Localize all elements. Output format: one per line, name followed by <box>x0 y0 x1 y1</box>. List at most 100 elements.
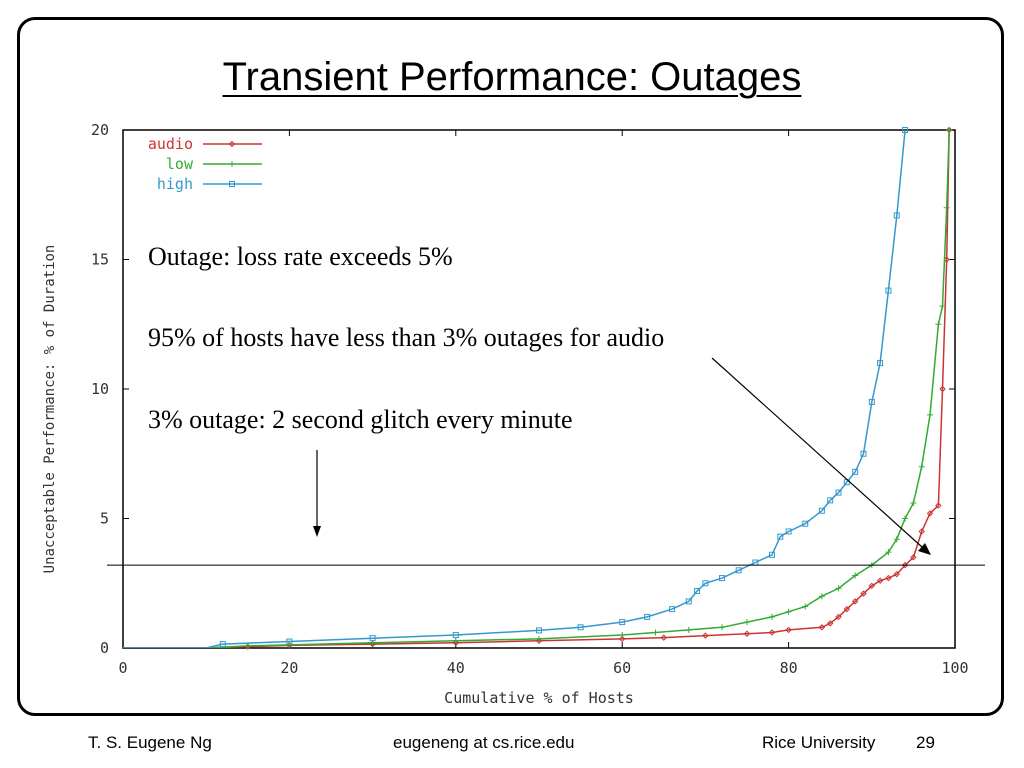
data-point-audio <box>618 635 626 643</box>
data-point-high <box>893 212 900 219</box>
x-tick-label: 20 <box>280 659 298 677</box>
x-tick-label: 80 <box>780 659 798 677</box>
y-tick-label: 15 <box>91 251 109 269</box>
arrowhead-down <box>313 526 321 537</box>
legend-marker-low <box>229 161 235 167</box>
y-axis-label: Unacceptable Performance: % of Duration <box>42 245 58 574</box>
data-point-low <box>885 549 892 556</box>
data-point-low <box>918 463 925 470</box>
data-point-audio <box>935 502 942 509</box>
annotation-glitch: 3% outage: 2 second glitch every minute <box>148 405 573 434</box>
data-point-low <box>744 619 750 626</box>
series-line-high <box>123 130 906 648</box>
arrow-diagonal-line <box>711 357 923 548</box>
data-point-audio <box>826 620 834 627</box>
data-point-low <box>946 127 953 133</box>
slide-title: Transient Performance: Outages <box>222 55 802 99</box>
y-tick-label: 5 <box>100 510 109 528</box>
data-point-high <box>644 613 651 620</box>
data-point-audio <box>860 590 867 597</box>
data-point-low <box>619 632 626 639</box>
data-point-high <box>877 360 884 367</box>
legend-marker-high <box>229 181 235 187</box>
data-point-high <box>835 489 842 496</box>
data-point-high <box>785 528 792 535</box>
legend-label-low: low <box>166 155 194 173</box>
data-point-audio <box>660 634 668 641</box>
data-point-low <box>943 204 950 211</box>
data-point-audio <box>868 582 876 590</box>
data-point-low <box>286 641 293 648</box>
data-point-audio <box>926 510 934 517</box>
data-point-audio <box>452 639 460 647</box>
x-tick-label: 100 <box>941 659 968 677</box>
data-point-low <box>452 637 459 644</box>
footer-affiliation: Rice University <box>762 733 876 752</box>
footer-page-number: 29 <box>916 733 935 752</box>
data-point-low <box>785 608 792 615</box>
plot-area <box>122 129 956 649</box>
data-point-high <box>619 619 626 626</box>
data-point-audio <box>535 637 543 644</box>
data-point-high <box>802 520 809 527</box>
slide-frame <box>17 17 1004 716</box>
data-point-audio <box>843 605 851 613</box>
data-point-audio <box>818 624 826 631</box>
legend-label-high: high <box>157 175 193 193</box>
footer-author: T. S. Eugene Ng <box>88 733 212 752</box>
data-point-low <box>902 515 909 522</box>
x-tick-label: 40 <box>447 659 465 677</box>
data-point-low <box>835 585 842 592</box>
data-point-high <box>852 468 859 475</box>
data-point-low <box>910 499 917 506</box>
data-point-audio <box>876 577 884 584</box>
data-point-low <box>244 642 251 649</box>
x-axis-label: Cumulative % of Hosts <box>444 689 634 707</box>
data-point-audio <box>893 570 900 578</box>
data-point-audio <box>885 574 892 582</box>
data-point-audio <box>743 630 751 637</box>
data-point-low <box>935 321 942 328</box>
data-point-low <box>852 572 859 579</box>
data-point-high <box>694 588 701 595</box>
annotation-outage-definition: Outage: loss rate exceeds 5% <box>148 242 453 271</box>
data-point-audio <box>910 554 917 561</box>
data-point-high <box>536 627 542 634</box>
y-tick-label: 0 <box>100 639 109 657</box>
data-point-audio <box>901 561 909 569</box>
data-point-audio <box>939 385 946 393</box>
data-point-high <box>219 641 226 648</box>
data-point-high <box>860 450 867 457</box>
data-point-high <box>902 127 909 133</box>
series-line-low <box>123 130 950 648</box>
data-point-high <box>735 567 742 574</box>
series-line-audio <box>123 130 950 648</box>
y-tick-label: 10 <box>91 380 109 398</box>
x-tick-label: 0 <box>118 659 127 677</box>
data-point-audio <box>851 598 859 605</box>
data-point-low <box>927 411 934 418</box>
data-point-low <box>893 536 900 543</box>
data-point-high <box>868 398 875 405</box>
data-point-high <box>669 606 676 613</box>
x-tick-label: 60 <box>613 659 631 677</box>
data-point-low <box>802 603 809 610</box>
data-point-low <box>818 593 825 600</box>
data-point-high <box>369 635 376 642</box>
data-point-audio <box>785 626 792 634</box>
annotation-audio-hosts: 95% of hosts have less than 3% outages f… <box>148 323 664 352</box>
data-point-high <box>768 551 775 558</box>
data-point-low <box>939 303 946 310</box>
data-point-audio <box>768 629 776 636</box>
data-point-high <box>818 507 825 514</box>
data-point-high <box>702 580 709 587</box>
data-point-low <box>719 624 726 631</box>
legend-label-audio: audio <box>148 135 193 153</box>
data-point-audio <box>835 613 842 621</box>
data-point-high <box>885 287 892 294</box>
data-point-low <box>536 635 542 642</box>
data-point-high <box>777 533 784 540</box>
data-point-high <box>719 575 726 582</box>
data-point-high <box>577 624 584 631</box>
